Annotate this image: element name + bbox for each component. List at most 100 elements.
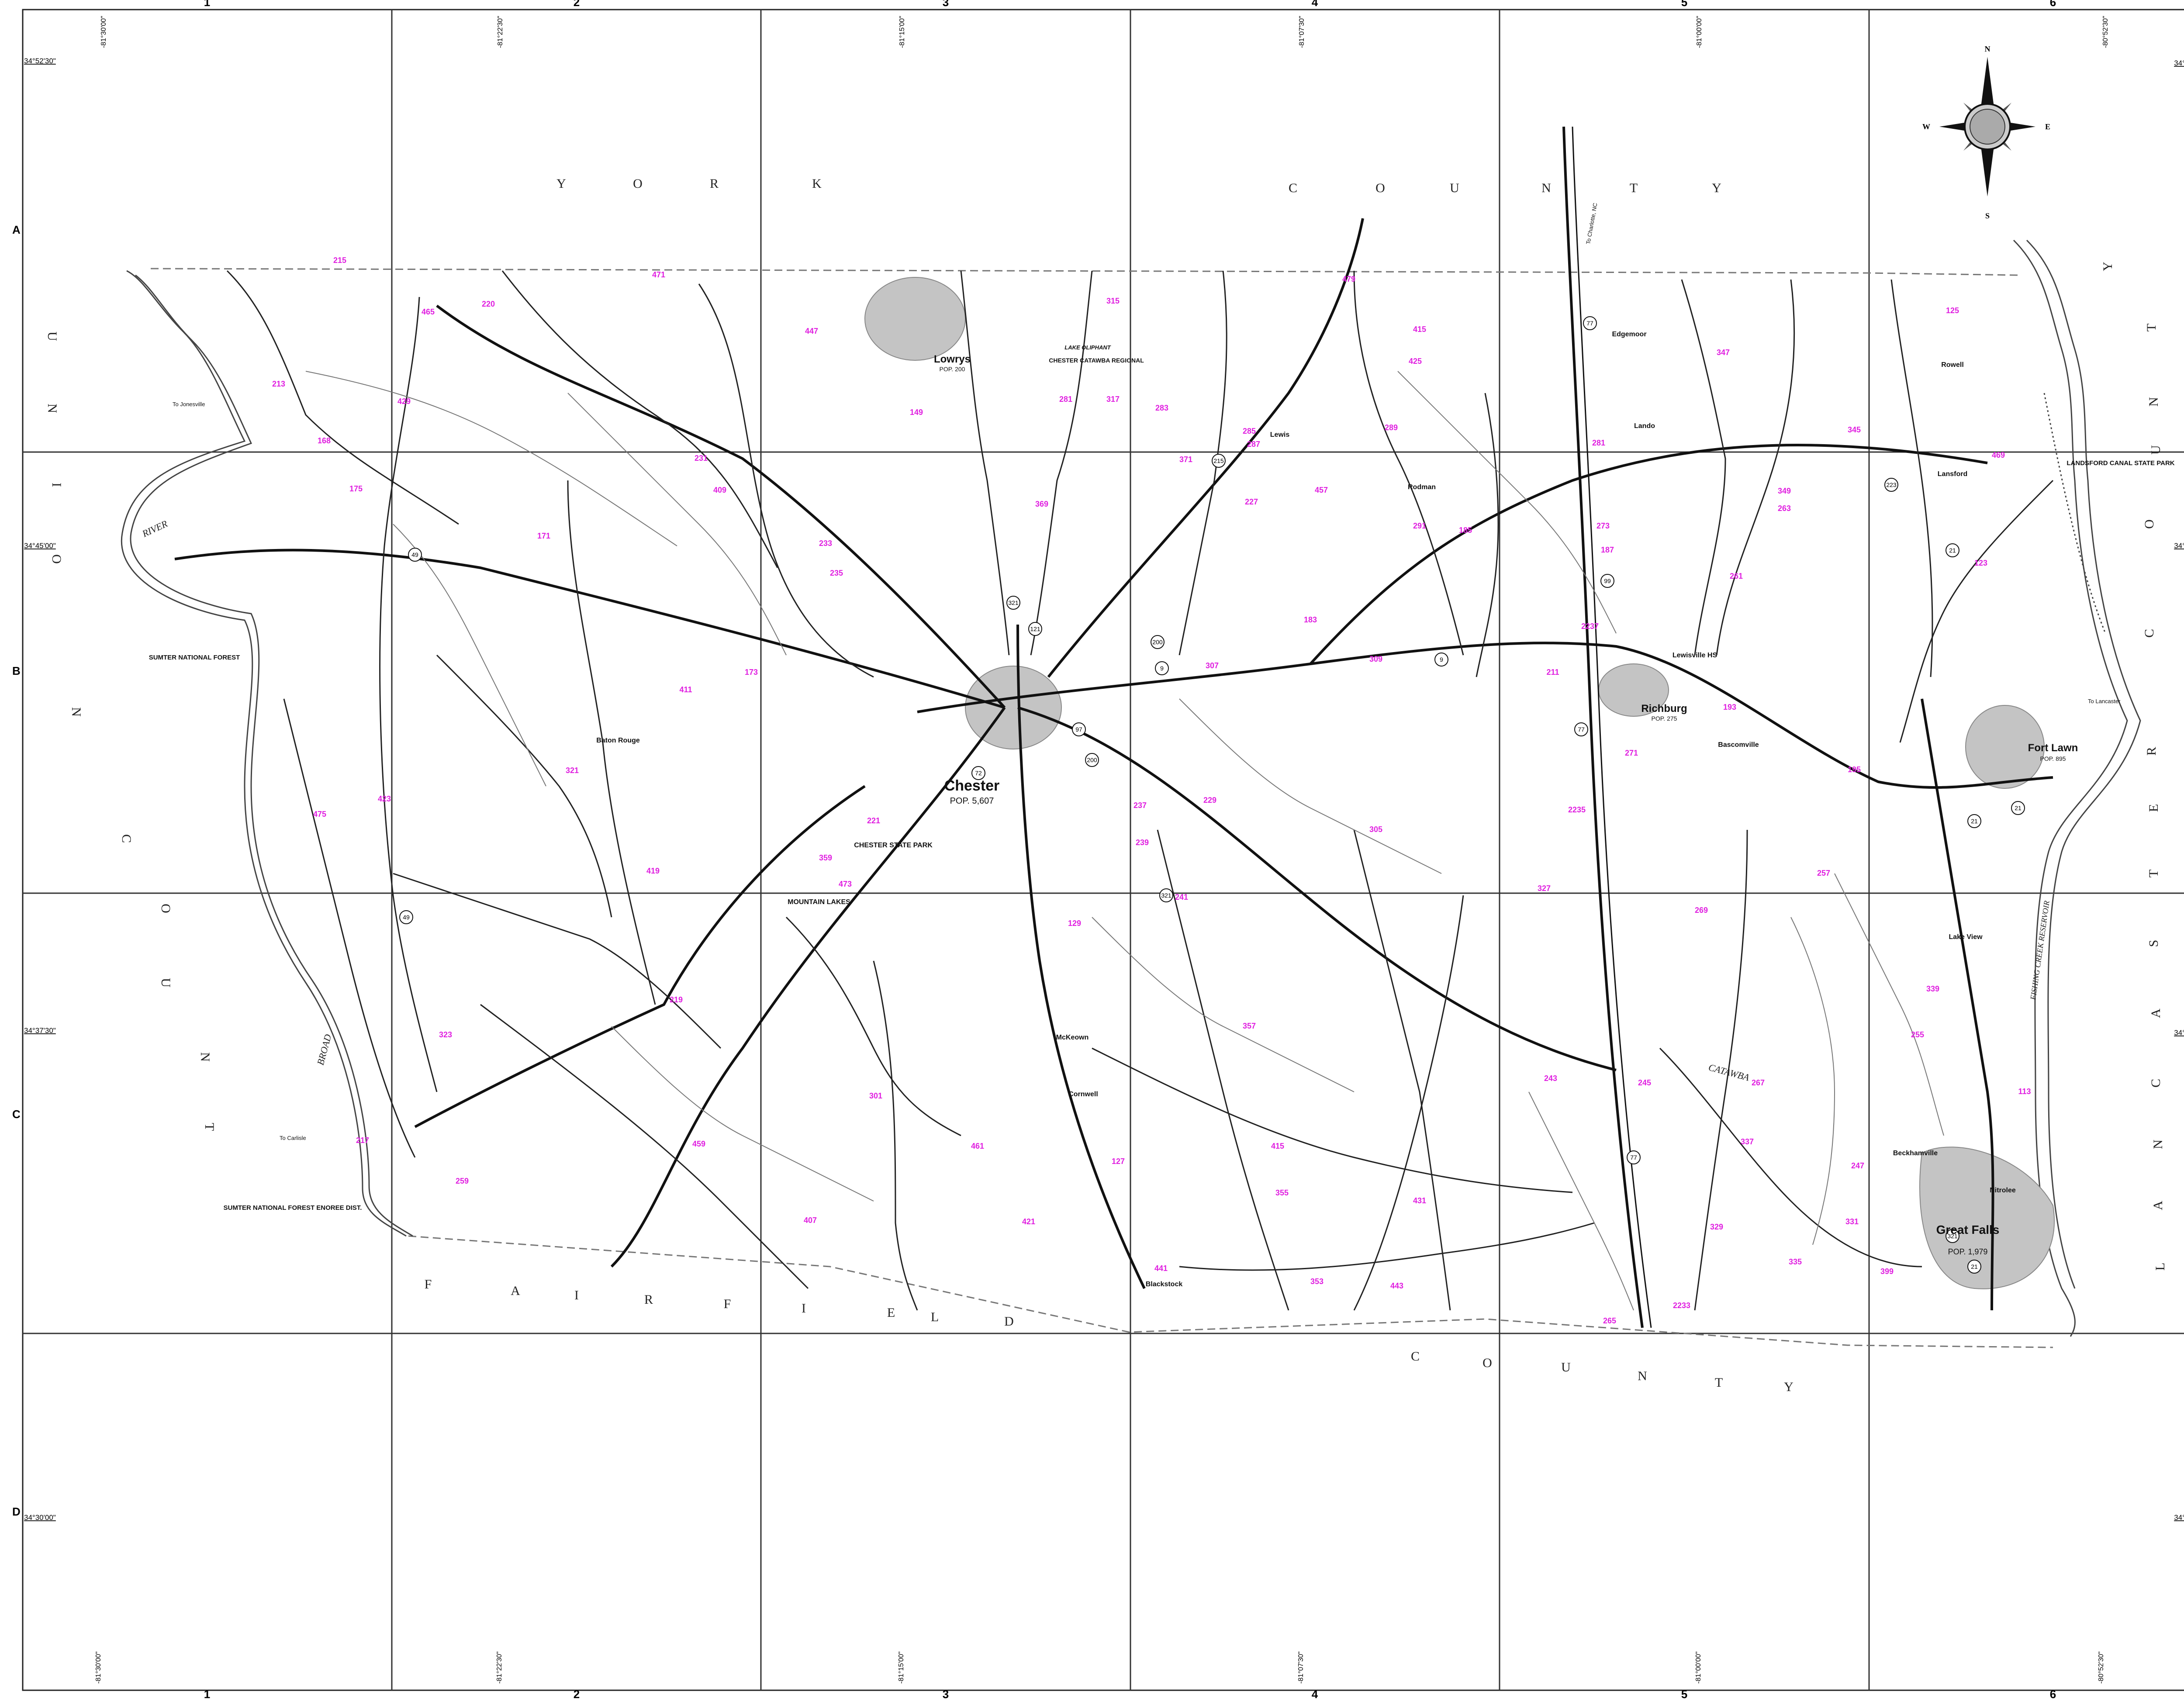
magenta-label: 185 (1459, 526, 1472, 535)
compass-w: W (1922, 122, 1930, 131)
col-label: 2 (574, 1688, 580, 1699)
svg-text:A: A (2149, 1008, 2163, 1018)
magenta-label: 469 (1992, 451, 2005, 459)
magenta-label: 479 (1342, 275, 1355, 283)
svg-text:L: L (2153, 1263, 2167, 1271)
magenta-label: 429 (397, 397, 411, 406)
magenta-label: 113 (2018, 1087, 2031, 1096)
place-cornwell: Cornwell (1068, 1091, 1098, 1098)
town-pop-richburg: POP. 275 (1652, 715, 1677, 722)
svg-text:O: O (49, 554, 64, 564)
lon-label: -80°52'30" (2102, 16, 2109, 48)
broad-river (121, 270, 413, 1237)
svg-text:Y: Y (556, 176, 566, 191)
lat-label: 34°30'00" (24, 1513, 56, 1522)
svg-text:O: O (2142, 519, 2156, 529)
route-shield: 72 (971, 766, 985, 780)
magenta-label: 345 (1848, 425, 1861, 434)
lat-label: 34°45'00" (2174, 542, 2184, 550)
magenta-label: 215 (333, 256, 346, 265)
great-falls-area (1919, 1146, 2055, 1289)
place-rowell: Rowell (1941, 361, 1964, 369)
lat-label: 34°30'00" (2174, 1513, 2184, 1522)
magenta-label: 261 (1730, 572, 1743, 580)
magenta-label: 271 (1625, 749, 1638, 757)
svg-text:200: 200 (1152, 639, 1163, 646)
svg-text:49: 49 (411, 551, 418, 558)
col-label: 1 (204, 0, 210, 9)
magenta-label: 321 (566, 766, 579, 775)
svg-text:200: 200 (1087, 756, 1097, 763)
magenta-label: 123 (1974, 559, 1987, 567)
magenta-label: 245 (1638, 1078, 1651, 1087)
magenta-label: 289 (1385, 423, 1398, 432)
place-mountain-lakes: MOUNTAIN LAKES (788, 898, 850, 906)
magenta-label: 415 (1413, 325, 1426, 334)
svg-text:L: L (931, 1310, 939, 1324)
town-name-fort-lawn: Fort Lawn (2028, 742, 2078, 754)
svg-text:N: N (2151, 1140, 2165, 1149)
route-shield: 99 (1600, 574, 1614, 588)
magenta-label: 247 (1851, 1161, 1864, 1170)
magenta-label: 339 (1926, 984, 1939, 993)
svg-text:A: A (511, 1284, 520, 1298)
magenta-label: 231 (695, 454, 708, 463)
magenta-label: 195 (1848, 765, 1861, 774)
magenta-label: 419 (646, 867, 660, 875)
place-beckhamville: Beckhamville (1893, 1150, 1938, 1157)
svg-text:T: T (1630, 181, 1638, 195)
route-shield: 77 (1627, 1150, 1641, 1164)
magenta-label: 213 (272, 380, 285, 388)
to-carlisle: To Carlisle (280, 1135, 306, 1141)
svg-text:N: N (45, 404, 59, 413)
magenta-label: 425 (1409, 357, 1422, 366)
svg-text:U: U (45, 332, 59, 341)
map-frame (22, 9, 2184, 1691)
col-label: 4 (1312, 1688, 1318, 1699)
col-label: 5 (1681, 0, 1687, 9)
svg-text:21: 21 (1949, 547, 1956, 554)
place-lando: Lando (1634, 422, 1655, 430)
town-pop-great-falls: POP. 1,979 (1948, 1247, 1988, 1256)
magenta-label: 423 (378, 794, 391, 803)
row-label: B (12, 664, 21, 677)
magenta-label: 237 (1133, 801, 1147, 810)
svg-text:321: 321 (1161, 892, 1171, 899)
route-shield: 21 (1967, 1260, 1981, 1274)
county-boundary (150, 268, 2053, 1348)
compass-rose-icon: N S E W (1922, 45, 2050, 220)
magenta-label: 399 (1880, 1267, 1894, 1276)
svg-text:C: C (2142, 629, 2156, 638)
latitude-labels: 34°52'30" 34°45'00" 34°37'30" 34°30'00" … (24, 57, 2184, 1522)
svg-text:77: 77 (1578, 726, 1585, 733)
magenta-label: 233 (819, 539, 832, 548)
magenta-label: 217 (356, 1136, 369, 1145)
magenta-label: 323 (439, 1030, 452, 1039)
magenta-label: 220 (482, 300, 495, 308)
magenta-label: 287 (1247, 440, 1260, 449)
svg-text:97: 97 (1075, 726, 1082, 733)
grid-lines (23, 10, 2184, 1690)
svg-text:Y: Y (1712, 181, 1721, 195)
magenta-label: 221 (867, 816, 880, 825)
magenta-label: 211 (1546, 668, 1559, 677)
magenta-label: 411 (679, 685, 692, 694)
svg-text:T: T (2146, 870, 2161, 877)
magenta-label: 235 (830, 569, 843, 577)
magenta-label: 315 (1106, 297, 1120, 305)
place-nitrolee: Nitrolee (1990, 1187, 2016, 1194)
svg-text:S: S (2146, 940, 2161, 947)
magenta-label: 281 (1592, 439, 1605, 447)
magenta-label: 239 (1136, 838, 1149, 847)
svg-text:C: C (2149, 1079, 2163, 1088)
town-pop-fort-lawn: POP. 895 (2040, 755, 2066, 762)
magenta-label: 305 (1369, 825, 1382, 834)
magenta-label: 243 (1544, 1074, 1557, 1083)
route-shield: 200 (1151, 635, 1165, 649)
magenta-label: 329 (1710, 1222, 1723, 1231)
magenta-label: 173 (745, 668, 758, 677)
place-edgemoor: Edgemoor (1612, 331, 1646, 338)
svg-text:72: 72 (975, 770, 982, 777)
secondary-roads (226, 270, 2054, 1311)
svg-text:O: O (633, 176, 643, 191)
